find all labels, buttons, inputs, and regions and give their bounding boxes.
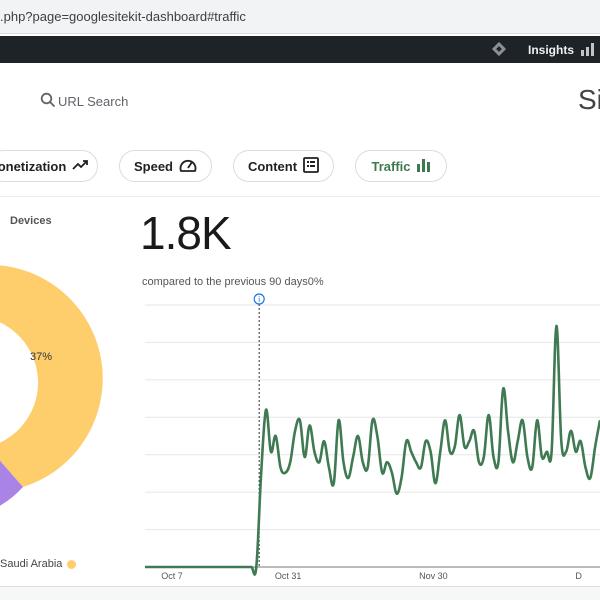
trending-up-icon — [72, 159, 89, 174]
x-tick-label: Oct 31 — [275, 571, 302, 581]
bottom-scrollbar[interactable] — [0, 586, 600, 600]
url-search-button[interactable]: URL Search — [40, 92, 128, 111]
x-tick-label: Oct 7 — [161, 571, 183, 581]
tab-content[interactable]: Content — [233, 150, 334, 182]
info-icon[interactable] — [253, 293, 265, 305]
insights-label: Insights — [528, 43, 575, 57]
legend-label: Saudi Arabia — [0, 558, 63, 570]
donut-slice-yellow[interactable] — [0, 265, 103, 487]
comparison-change: 0% — [307, 276, 324, 288]
comparison-label: compared to the previous 90 days — [142, 276, 308, 288]
insights-menu[interactable]: Insights — [490, 40, 596, 60]
legend-dot — [67, 559, 77, 569]
traffic-line-chart: i Oct 7 Oct 31 Nov 30 D — [145, 293, 600, 581]
sitekit-diamond-icon — [490, 40, 508, 61]
site-title: Si — [578, 84, 600, 115]
url-search-label: URL Search — [58, 94, 129, 109]
tab-label: Speed — [133, 158, 173, 174]
list-box-icon — [303, 156, 319, 176]
devices-donut-chart: 37% — [0, 265, 103, 512]
sitekit-header — [0, 63, 600, 139]
bar-chart-icon — [416, 158, 431, 175]
gauge-icon — [179, 157, 197, 176]
search-icon — [40, 92, 56, 111]
tab-monetization[interactable]: onetization — [0, 150, 98, 182]
tab-speed[interactable]: Speed — [119, 150, 212, 182]
bar-chart-icon — [580, 42, 596, 59]
browser-address-bar[interactable]: .php?page=googlesitekit-dashboard#traffi… — [0, 0, 600, 34]
legend-item-saudi-arabia[interactable]: Saudi Arabia — [0, 558, 77, 570]
slice-label: 37% — [30, 351, 52, 363]
tab-label: Traffic — [371, 158, 411, 174]
url-text[interactable]: .php?page=googlesitekit-dashboard#traffi… — [0, 9, 246, 24]
total-visitors-number: 1.8K — [140, 207, 232, 259]
devices-title: Devices — [10, 215, 52, 227]
donut-slice-purple[interactable] — [0, 447, 23, 512]
info-icon-glyph: i — [258, 295, 260, 304]
traffic-series-line[interactable] — [145, 324, 600, 576]
tab-label: Content — [247, 158, 298, 174]
x-tick-label: Nov 30 — [419, 571, 448, 581]
tab-traffic[interactable]: Traffic — [355, 150, 447, 182]
section-divider — [0, 196, 600, 197]
comparison-text: compared to the previous 90 days0% — [142, 276, 324, 288]
x-tick-label: D — [575, 571, 582, 581]
admin-bar: Insights — [0, 36, 600, 63]
toolbar-gap — [0, 34, 600, 36]
tab-label: onetization — [0, 158, 67, 174]
